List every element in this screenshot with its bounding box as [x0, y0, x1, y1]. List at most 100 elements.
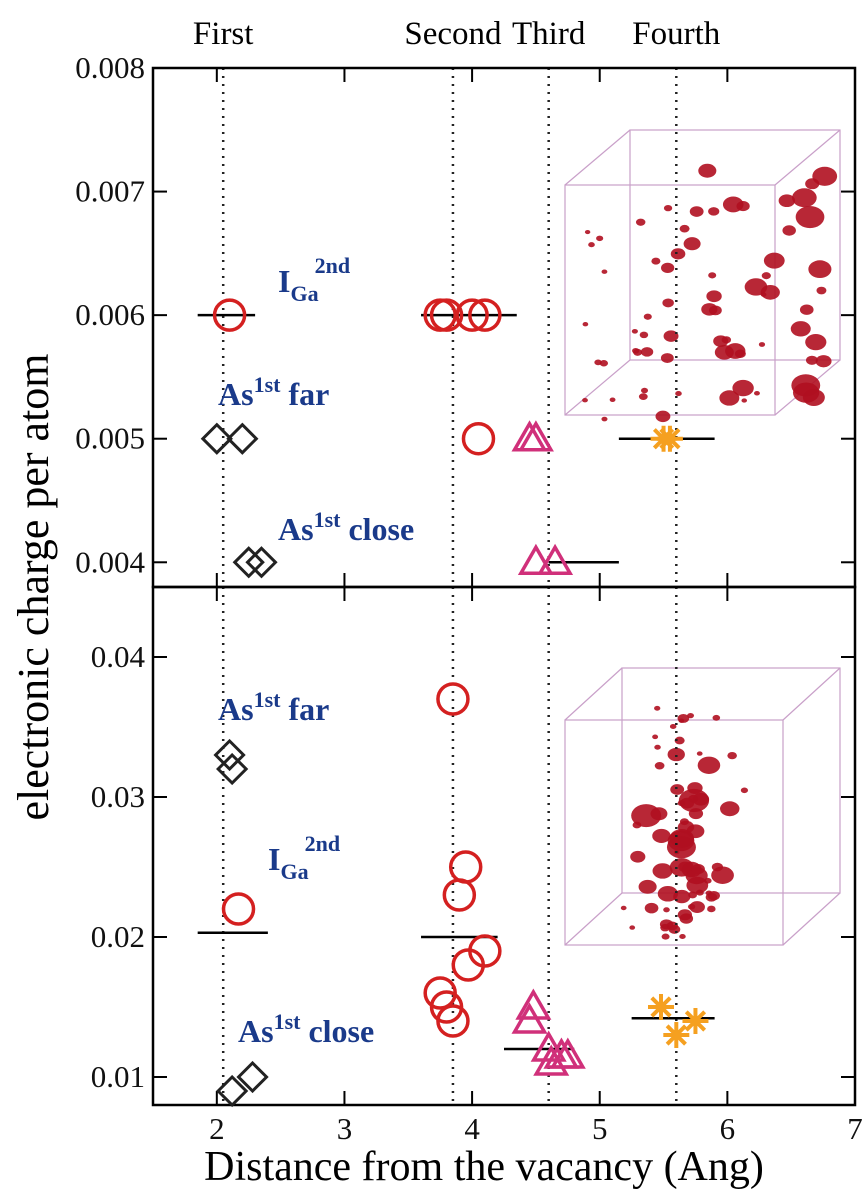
- circle-marker: [436, 682, 470, 716]
- diamond-marker: [236, 1060, 269, 1094]
- blob: [601, 269, 608, 274]
- blob: [761, 272, 771, 280]
- blob: [695, 889, 704, 896]
- diamond-marker: [216, 752, 249, 786]
- blob: [582, 397, 588, 403]
- blob: [661, 262, 675, 273]
- circle-marker: [212, 298, 247, 332]
- triangle-marker: [517, 543, 554, 576]
- y-tick-label: 0.006: [75, 297, 145, 332]
- circle-marker: [442, 878, 477, 912]
- blob: [667, 830, 695, 852]
- blob: [644, 902, 659, 914]
- blob: [662, 298, 674, 308]
- diamond-marker: [245, 546, 278, 579]
- annotation-base: As: [278, 511, 314, 547]
- blob: [640, 347, 654, 357]
- blob: [584, 230, 591, 235]
- annotation: As1st close: [278, 507, 414, 547]
- annotation: IGa 2nd: [268, 831, 340, 884]
- blob: [802, 389, 825, 406]
- y-axis-label: electronic charge per atom: [9, 353, 58, 820]
- diamond-marker: [213, 738, 246, 772]
- annotation-base: I: [268, 841, 280, 877]
- blob: [630, 850, 646, 863]
- blob: [679, 224, 690, 233]
- annotation-sub: Ga: [290, 281, 318, 306]
- circle-marker: [429, 298, 464, 332]
- blob: [799, 304, 814, 315]
- blob: [650, 807, 668, 821]
- blob: [805, 355, 818, 365]
- blob: [691, 864, 705, 875]
- blob: [663, 907, 670, 913]
- blob: [687, 712, 695, 719]
- y-tick-label: 0.04: [91, 639, 146, 674]
- blob: [663, 204, 673, 212]
- annotation-sup: 2nd: [315, 253, 350, 278]
- blob: [709, 305, 722, 316]
- blob: [698, 163, 717, 178]
- annotation: As1st far: [218, 372, 329, 412]
- shell-label: Third: [512, 16, 586, 52]
- inset-box: [564, 719, 784, 946]
- blob: [638, 879, 657, 894]
- triangle-marker: [533, 1044, 570, 1076]
- blob: [659, 919, 674, 930]
- inset-edge: [782, 892, 841, 946]
- blob: [651, 257, 661, 265]
- blob: [706, 290, 722, 303]
- blob: [638, 393, 648, 400]
- blob: [689, 901, 705, 914]
- blob: [689, 206, 704, 217]
- blob: [631, 328, 638, 334]
- blob: [708, 207, 720, 216]
- annotation-tail: close: [308, 1013, 374, 1049]
- blob: [588, 242, 595, 248]
- blob: [674, 736, 685, 745]
- inset-edge: [782, 667, 841, 721]
- circle-marker: [455, 298, 489, 332]
- blob: [683, 237, 701, 251]
- annotation-tail: close: [348, 511, 414, 547]
- blob: [632, 347, 640, 354]
- blob: [599, 360, 609, 367]
- annotation: IGa 2nd: [278, 253, 350, 306]
- blob: [663, 330, 679, 342]
- blob: [686, 876, 709, 894]
- blob: [808, 260, 832, 279]
- triangle-marker: [515, 988, 552, 1020]
- circle-marker: [468, 298, 502, 332]
- annotation: As1st far: [218, 687, 329, 727]
- blob: [652, 863, 673, 879]
- blob: [721, 336, 732, 344]
- blob: [582, 322, 589, 327]
- blob: [601, 416, 608, 422]
- blob: [635, 218, 646, 226]
- blob: [640, 387, 649, 394]
- diamond-marker: [200, 422, 233, 455]
- blob: [805, 333, 827, 351]
- blob: [675, 391, 682, 397]
- blob: [652, 828, 671, 843]
- plot-frame: [151, 66, 857, 589]
- y-tick-label: 0.007: [75, 174, 145, 209]
- blob: [720, 801, 740, 817]
- blob: [740, 787, 749, 794]
- annotation-sup: 1st: [254, 687, 282, 712]
- triangle-marker: [511, 1002, 548, 1034]
- x-axis-label: Distance from the vacancy (Ang): [204, 1144, 764, 1190]
- blob: [727, 751, 737, 760]
- blob: [790, 321, 811, 337]
- blob: [654, 761, 665, 770]
- triangle-marker: [517, 420, 554, 452]
- inset-box: [629, 129, 841, 361]
- blob: [760, 292, 767, 297]
- blob: [620, 905, 627, 911]
- star-marker: [682, 1008, 709, 1034]
- blob: [679, 933, 686, 939]
- annotation-sup: 1st: [254, 372, 282, 397]
- annotation-sup: 1st: [274, 1009, 302, 1034]
- blob: [696, 751, 703, 756]
- blob: [652, 734, 659, 740]
